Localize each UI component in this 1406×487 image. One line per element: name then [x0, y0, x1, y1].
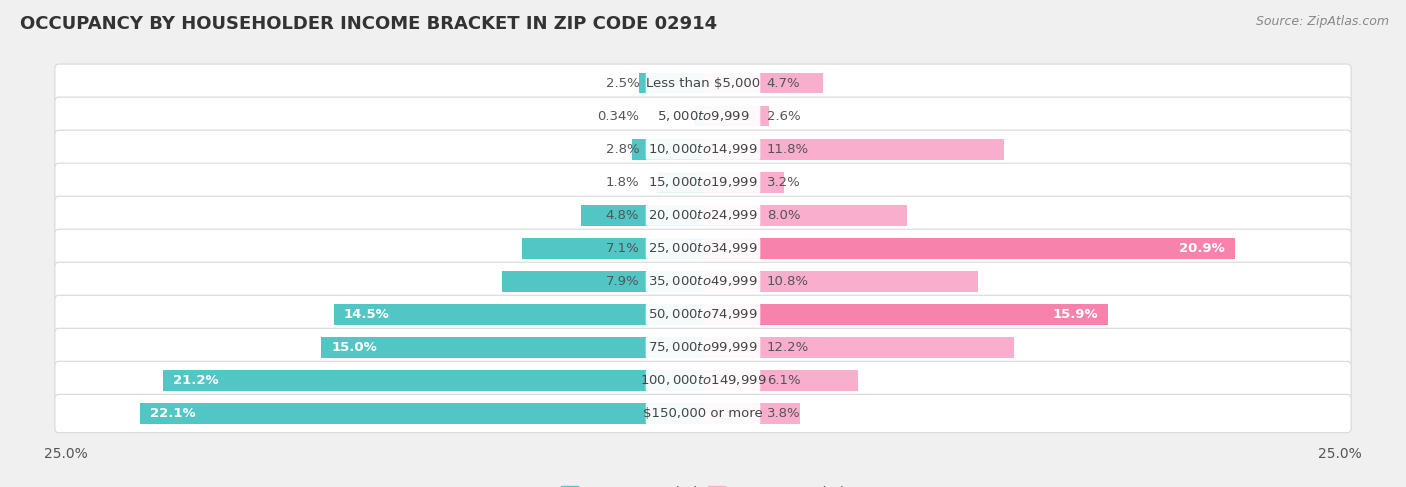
FancyBboxPatch shape	[55, 97, 1351, 135]
Text: 0.34%: 0.34%	[598, 110, 640, 123]
Text: $75,000 to $99,999: $75,000 to $99,999	[648, 340, 758, 355]
Bar	[333, 304, 703, 325]
Text: OCCUPANCY BY HOUSEHOLDER INCOME BRACKET IN ZIP CODE 02914: OCCUPANCY BY HOUSEHOLDER INCOME BRACKET …	[20, 15, 717, 33]
Text: $5,000 to $9,999: $5,000 to $9,999	[657, 109, 749, 123]
FancyBboxPatch shape	[645, 370, 761, 391]
FancyBboxPatch shape	[645, 172, 761, 193]
Text: 2.8%: 2.8%	[606, 143, 640, 156]
FancyBboxPatch shape	[55, 262, 1351, 300]
FancyBboxPatch shape	[55, 394, 1351, 432]
Text: $10,000 to $14,999: $10,000 to $14,999	[648, 142, 758, 156]
Text: $100,000 to $149,999: $100,000 to $149,999	[640, 374, 766, 388]
Text: 10.8%: 10.8%	[766, 275, 808, 288]
Text: $35,000 to $49,999: $35,000 to $49,999	[648, 274, 758, 288]
Text: 2.5%: 2.5%	[606, 77, 640, 90]
Text: 14.5%: 14.5%	[344, 308, 389, 321]
Bar	[640, 73, 703, 94]
Text: Less than $5,000: Less than $5,000	[645, 77, 761, 90]
Text: 2.6%: 2.6%	[766, 110, 800, 123]
Text: 11.8%: 11.8%	[766, 143, 808, 156]
Text: 7.9%: 7.9%	[606, 275, 640, 288]
FancyBboxPatch shape	[55, 295, 1351, 334]
Bar	[703, 139, 1004, 160]
Text: 21.2%: 21.2%	[173, 374, 219, 387]
FancyBboxPatch shape	[645, 139, 761, 160]
Bar	[657, 172, 703, 192]
Text: 4.8%: 4.8%	[606, 209, 640, 222]
FancyBboxPatch shape	[645, 271, 761, 292]
FancyBboxPatch shape	[645, 205, 761, 226]
Bar	[581, 205, 703, 225]
Text: $150,000 or more: $150,000 or more	[643, 407, 763, 420]
FancyBboxPatch shape	[55, 361, 1351, 400]
Text: 8.0%: 8.0%	[766, 209, 800, 222]
Text: 12.2%: 12.2%	[766, 341, 808, 354]
Bar	[163, 370, 703, 391]
Text: $25,000 to $34,999: $25,000 to $34,999	[648, 242, 758, 255]
Text: $50,000 to $74,999: $50,000 to $74,999	[648, 307, 758, 321]
Text: $20,000 to $24,999: $20,000 to $24,999	[648, 208, 758, 223]
Text: $15,000 to $19,999: $15,000 to $19,999	[648, 175, 758, 189]
Text: 3.8%: 3.8%	[766, 407, 800, 420]
Bar	[703, 238, 1236, 259]
Bar	[703, 403, 800, 424]
Bar	[703, 73, 823, 94]
Bar	[631, 139, 703, 160]
Text: 15.9%: 15.9%	[1052, 308, 1098, 321]
FancyBboxPatch shape	[55, 328, 1351, 367]
FancyBboxPatch shape	[645, 238, 761, 259]
FancyBboxPatch shape	[645, 73, 761, 94]
FancyBboxPatch shape	[645, 106, 761, 127]
Text: 20.9%: 20.9%	[1180, 242, 1225, 255]
Bar	[703, 205, 907, 225]
Bar	[522, 238, 703, 259]
Bar	[703, 337, 1014, 358]
FancyBboxPatch shape	[55, 163, 1351, 202]
Bar	[703, 271, 979, 292]
FancyBboxPatch shape	[55, 130, 1351, 169]
Bar	[695, 106, 703, 127]
FancyBboxPatch shape	[55, 196, 1351, 235]
Text: 6.1%: 6.1%	[766, 374, 800, 387]
FancyBboxPatch shape	[645, 304, 761, 325]
Bar	[141, 403, 703, 424]
FancyBboxPatch shape	[55, 229, 1351, 267]
Text: 22.1%: 22.1%	[150, 407, 195, 420]
Bar	[703, 172, 785, 192]
Bar	[502, 271, 703, 292]
Bar	[703, 370, 858, 391]
Text: 4.7%: 4.7%	[766, 77, 800, 90]
FancyBboxPatch shape	[645, 403, 761, 424]
Text: Source: ZipAtlas.com: Source: ZipAtlas.com	[1256, 15, 1389, 28]
Bar	[703, 106, 769, 127]
Legend: Owner-occupied, Renter-occupied: Owner-occupied, Renter-occupied	[561, 486, 845, 487]
Text: 1.8%: 1.8%	[606, 176, 640, 189]
Bar	[703, 304, 1108, 325]
Text: 7.1%: 7.1%	[606, 242, 640, 255]
Text: 15.0%: 15.0%	[332, 341, 377, 354]
Text: 3.2%: 3.2%	[766, 176, 800, 189]
FancyBboxPatch shape	[645, 337, 761, 358]
Bar	[321, 337, 703, 358]
FancyBboxPatch shape	[55, 64, 1351, 102]
